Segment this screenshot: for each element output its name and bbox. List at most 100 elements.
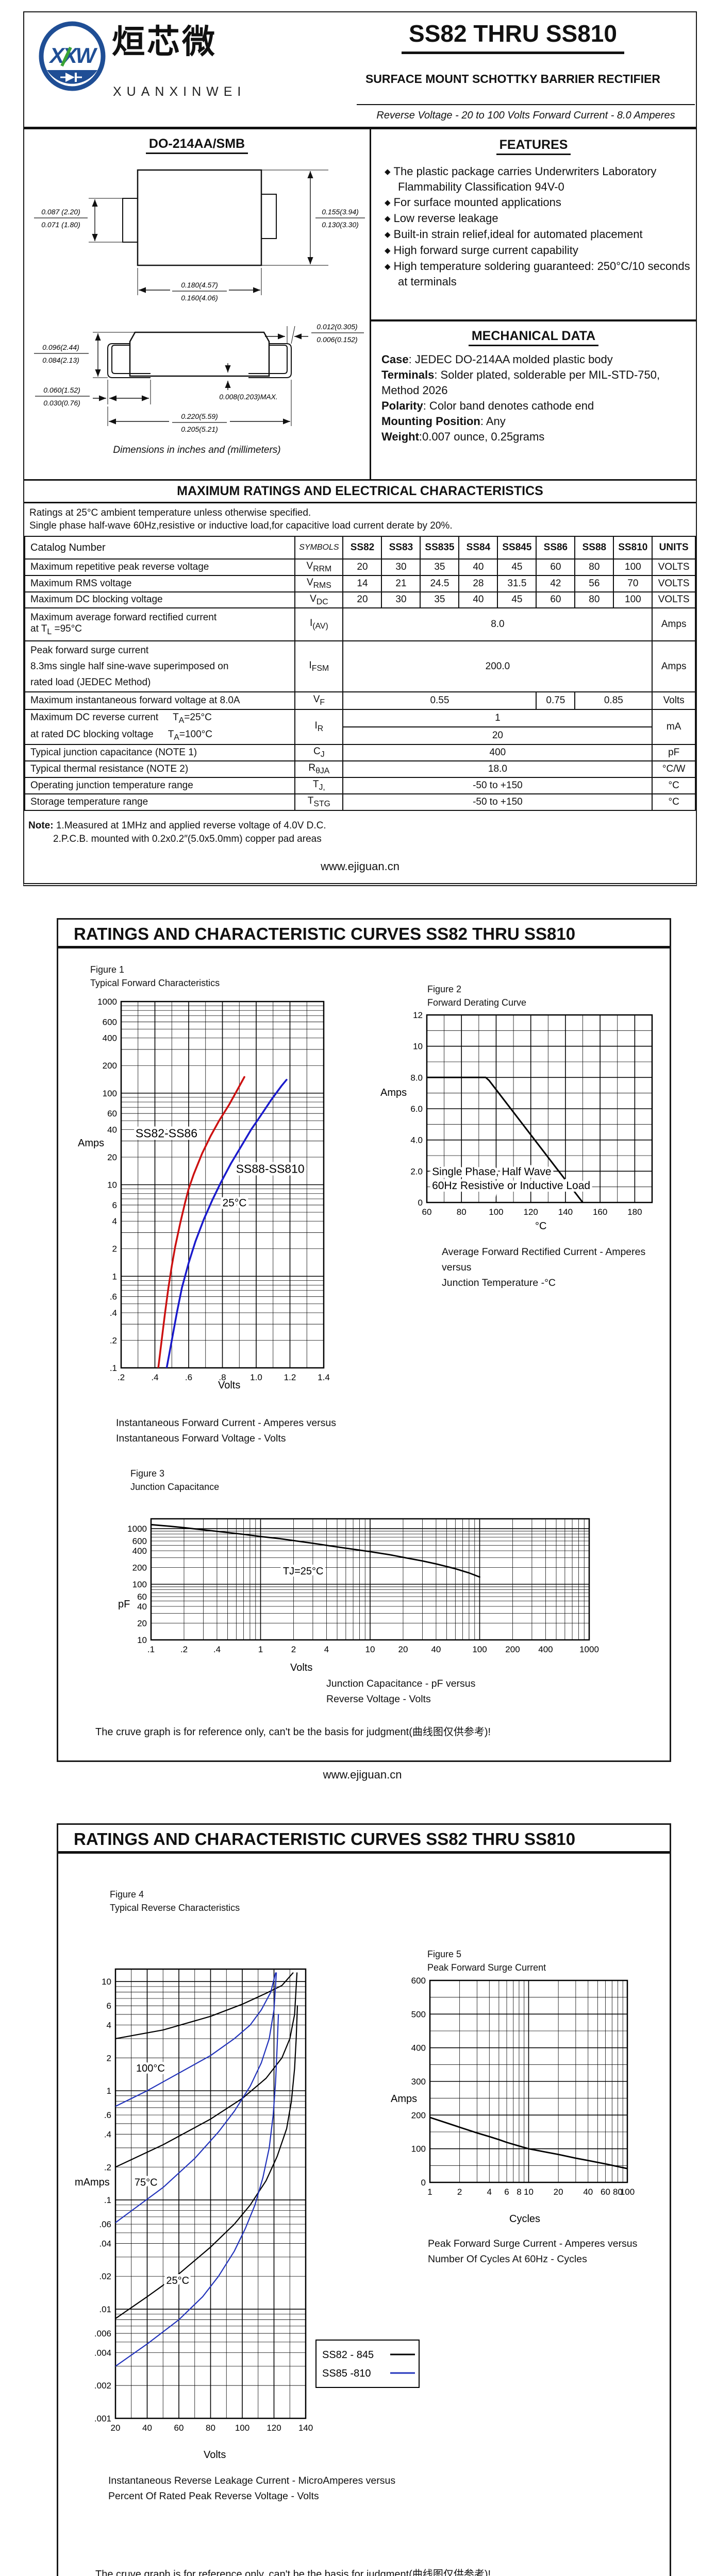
datasheet-page-1: XXW 烜芯微 XUANXINWEI SS82 THRU SS810 SURFA… <box>23 11 697 886</box>
svg-text:Cycles: Cycles <box>509 2213 540 2225</box>
svg-text:SS88-SS810: SS88-SS810 <box>236 1162 305 1175</box>
figure5-chart: 1 2 4 6 8 10 20 40 60 80 100 0 100 200 300 400 500 600 Cyc… <box>388 1974 677 2265</box>
curves-heading: RATINGS AND CHARACTERISTIC CURVES SS82 T… <box>58 920 670 948</box>
svg-text:120: 120 <box>267 2423 281 2433</box>
svg-text:0: 0 <box>421 2178 426 2188</box>
svg-text:1000: 1000 <box>579 1645 599 1654</box>
brand-chinese: 烜芯微 <box>112 23 217 60</box>
datasheet-page-2: RATINGS AND CHARACTERISTIC CURVES SS82 T… <box>57 918 671 1762</box>
svg-text:100: 100 <box>103 1089 117 1098</box>
table-row-ir-100: 20 <box>25 726 695 745</box>
svg-text:2: 2 <box>112 1244 117 1254</box>
svg-text:100°C: 100°C <box>136 2063 165 2074</box>
svg-text:0.205(5.21): 0.205(5.21) <box>181 425 218 433</box>
features-panel: FEATURES ◆ The plastic package carries Un… <box>371 129 696 479</box>
svg-text:1000: 1000 <box>97 997 117 1007</box>
bullet-icon: ◆ <box>385 230 391 239</box>
col-part: SS83 <box>381 536 421 560</box>
svg-text:400: 400 <box>132 1546 147 1556</box>
col-part: SS810 <box>613 536 653 560</box>
company-logo-icon: XXW <box>39 21 106 91</box>
svg-text:.1: .1 <box>147 1645 155 1654</box>
svg-text:.001: .001 <box>94 2414 111 2424</box>
table-row-rthja: Typical thermal resistance (NOTE 2) RθJA… <box>24 760 696 778</box>
table-row-tstg: Storage temperature range TSTG -50 to +1… <box>24 793 696 811</box>
figure4-chart: 20 40 60 80 100 120 140 10 6 4 2 1.6.4.2.1.06.04.02… <box>74 1928 455 2528</box>
svg-text:SS85 -810: SS85 -810 <box>322 2368 371 2379</box>
svg-text:SS88-SS810: SS88-SS810 <box>236 1162 305 1175</box>
svg-text:Amps: Amps <box>380 1087 407 1098</box>
svg-text:.02: .02 <box>99 2272 111 2281</box>
footnote-2: 2.P.C.B. mounted with 0.2x0.2″(5.0x5.0mm… <box>53 834 322 844</box>
svg-text:200: 200 <box>411 2110 426 2120</box>
svg-text:0.008(0.203)MAX.: 0.008(0.203)MAX. <box>219 393 278 401</box>
bullet-icon: ◆ <box>385 246 391 255</box>
svg-text:6.0: 6.0 <box>410 1104 423 1114</box>
svg-text:0.060(1.52): 0.060(1.52) <box>43 386 80 394</box>
svg-text:120: 120 <box>524 1207 538 1217</box>
svg-text:Single Phase, Half Wave: Single Phase, Half Wave <box>432 1166 552 1178</box>
svg-text:.2: .2 <box>118 1372 125 1382</box>
col-part: SS84 <box>458 536 498 560</box>
svg-text:20: 20 <box>111 2423 121 2433</box>
datasheet-page-3: RATINGS AND CHARACTERISTIC CURVES SS82 T… <box>57 1823 671 2576</box>
bullet-icon: ◆ <box>385 262 391 271</box>
svg-text:0.155(3.94): 0.155(3.94) <box>322 208 359 216</box>
table-row-iav: Maximum average forward rectified curren… <box>24 607 696 642</box>
package-drawing-panel: DO-214AA/SMB 0.087 (2.20) 0.071 (1.80) 0… <box>24 129 371 479</box>
svg-text:1.4: 1.4 <box>318 1372 330 1382</box>
col-part: SS86 <box>536 536 576 560</box>
feature-item: ◆ The plastic package carries Underwriter… <box>385 165 657 193</box>
svg-text:10: 10 <box>102 1977 111 1987</box>
svg-text:25°C: 25°C <box>166 2275 189 2286</box>
figure3-caption: Junction Capacitance - pF versus Reverse… <box>326 1678 476 1705</box>
svg-text:0.220(5.59): 0.220(5.59) <box>181 412 218 420</box>
ratings-heading: MAXIMUM RATINGS AND ELECTRICAL CHARACTER… <box>24 479 696 503</box>
features-list: ◆ The plastic package carries Underwriter… <box>385 164 691 289</box>
svg-text:1.2: 1.2 <box>284 1372 296 1382</box>
svg-text:180: 180 <box>627 1207 642 1217</box>
package-outline-drawing: 0.087 (2.20) 0.071 (1.80) 0.155(3.94) 0.… <box>34 169 365 433</box>
feature-item: ◆ Low reverse leakage <box>385 212 498 225</box>
svg-text:25°C: 25°C <box>223 1197 247 1209</box>
col-part: SS835 <box>420 536 460 560</box>
col-units: UNITS <box>652 536 696 560</box>
disclaimer-text: The cruve graph is for reference only, c… <box>95 1726 491 1738</box>
svg-text:0.160(4.06): 0.160(4.06) <box>181 294 218 302</box>
svg-text:.6: .6 <box>104 2110 111 2120</box>
svg-text:4: 4 <box>112 1216 117 1226</box>
table-header-row: Catalog Number SYMBOLS SS82 SS83 SS835 S… <box>24 536 696 560</box>
figure5-title: Figure 5 Peak Forward Surge Current <box>427 1949 546 1973</box>
table-row-tj: Operating junction temperature range TJ,… <box>24 777 696 795</box>
svg-text:60Hz Resistive or Inductive Lo: 60Hz Resistive or Inductive Load <box>432 1180 590 1192</box>
svg-text:60: 60 <box>422 1207 432 1217</box>
feature-item: ◆ For surface mounted applications <box>385 196 561 209</box>
page-title: SS82 THRU SS810 <box>402 20 624 54</box>
svg-text:8.0: 8.0 <box>410 1073 423 1082</box>
dimensions-note: Dimensions in inches and (millimeters) <box>113 445 281 455</box>
svg-text:XXW: XXW <box>49 43 98 67</box>
svg-text:60Hz Resistive or Inductive Lo: 60Hz Resistive or Inductive Load <box>432 1180 590 1192</box>
bullet-icon: ◆ <box>385 214 391 223</box>
svg-text:6: 6 <box>107 2001 111 2011</box>
svg-text:0.006(0.152): 0.006(0.152) <box>317 335 357 344</box>
col-symbols: SYMBOLS <box>294 536 344 560</box>
note-label: Note: <box>28 820 54 831</box>
svg-text:1: 1 <box>427 2187 432 2197</box>
svg-text:TJ=25°C: TJ=25°C <box>283 1566 324 1577</box>
svg-text:.8: .8 <box>219 1372 226 1382</box>
svg-text:200: 200 <box>103 1061 117 1071</box>
svg-text:.4: .4 <box>213 1645 221 1654</box>
figure2-title: Figure 2 Forward Derating Curve <box>427 984 527 1008</box>
svg-text:600: 600 <box>103 1017 117 1027</box>
svg-text:600: 600 <box>132 1536 147 1546</box>
svg-text:80: 80 <box>613 2187 623 2197</box>
svg-text:0.180(4.57): 0.180(4.57) <box>181 281 218 289</box>
svg-text:pF: pF <box>118 1599 130 1610</box>
tagline: Reverse Voltage - 20 to 100 Volts Forwar… <box>357 104 695 126</box>
mechanical-lines: Case: JEDEC DO-214AA molded plastic body… <box>381 352 691 445</box>
svg-text:2: 2 <box>291 1645 296 1654</box>
svg-text:.01: .01 <box>99 2304 111 2314</box>
title-block: SS82 THRU SS810 <box>330 20 696 54</box>
svg-text:100: 100 <box>472 1645 487 1654</box>
